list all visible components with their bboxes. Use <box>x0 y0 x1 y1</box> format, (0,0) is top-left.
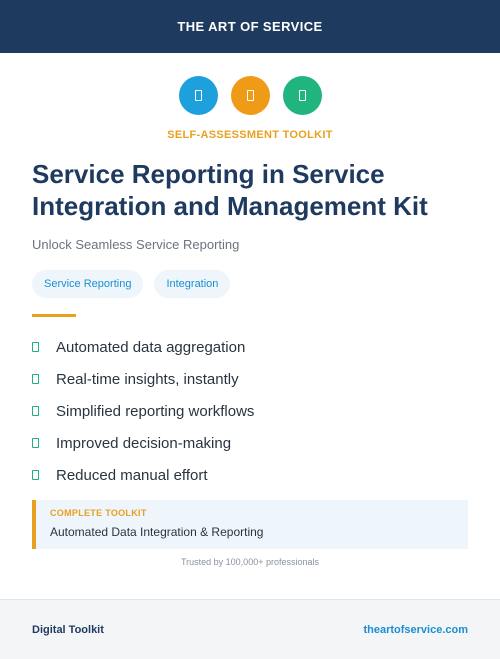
check-icon <box>32 374 39 384</box>
list-item: Reduced manual effort <box>32 459 254 491</box>
list-item: Simplified reporting workflows <box>32 395 254 427</box>
tag-integration[interactable]: Integration <box>154 270 231 298</box>
tag-list: Service Reporting Integration <box>32 270 231 298</box>
feature-list: Automated data aggregation Real-time ins… <box>32 331 254 491</box>
document-icon <box>178 76 218 115</box>
icon-row <box>0 76 500 115</box>
footer-label: Digital Toolkit <box>32 623 104 636</box>
brand-name: THE ART OF SERVICE <box>177 19 323 34</box>
footer: Digital Toolkit theartofservice.com <box>0 599 500 659</box>
toolkit-callout: COMPLETE TOOLKIT Automated Data Integrat… <box>32 500 468 549</box>
callout-text: Automated Data Integration & Reporting <box>50 525 264 539</box>
subtitle: Unlock Seamless Service Reporting <box>32 237 240 252</box>
feature-text: Reduced manual effort <box>56 466 208 484</box>
check-icon <box>32 470 39 480</box>
tag-service-reporting[interactable]: Service Reporting <box>32 270 144 298</box>
checklist-icon <box>282 76 322 115</box>
feature-text: Automated data aggregation <box>56 338 246 356</box>
trusted-note: Trusted by 100,000+ professionals <box>180 557 319 567</box>
check-icon <box>32 342 39 352</box>
check-icon <box>32 438 39 448</box>
top-banner: THE ART OF SERVICE <box>0 0 500 53</box>
feature-text: Real-time insights, instantly <box>56 370 239 388</box>
page-title: Service Reporting in Service Integration… <box>32 159 428 221</box>
list-item: Real-time insights, instantly <box>32 363 254 395</box>
website-link[interactable]: theartofservice.com <box>363 623 468 636</box>
clipboard-icon <box>230 76 270 115</box>
list-item: Automated data aggregation <box>32 331 254 363</box>
feature-text: Simplified reporting workflows <box>56 402 255 420</box>
feature-text: Improved decision-making <box>56 434 232 452</box>
callout-label: COMPLETE TOOLKIT <box>50 508 147 518</box>
accent-divider <box>32 314 76 317</box>
list-item: Improved decision-making <box>32 427 254 459</box>
kicker-label: SELF-ASSESSMENT TOOLKIT <box>167 129 333 141</box>
check-icon <box>32 406 39 416</box>
